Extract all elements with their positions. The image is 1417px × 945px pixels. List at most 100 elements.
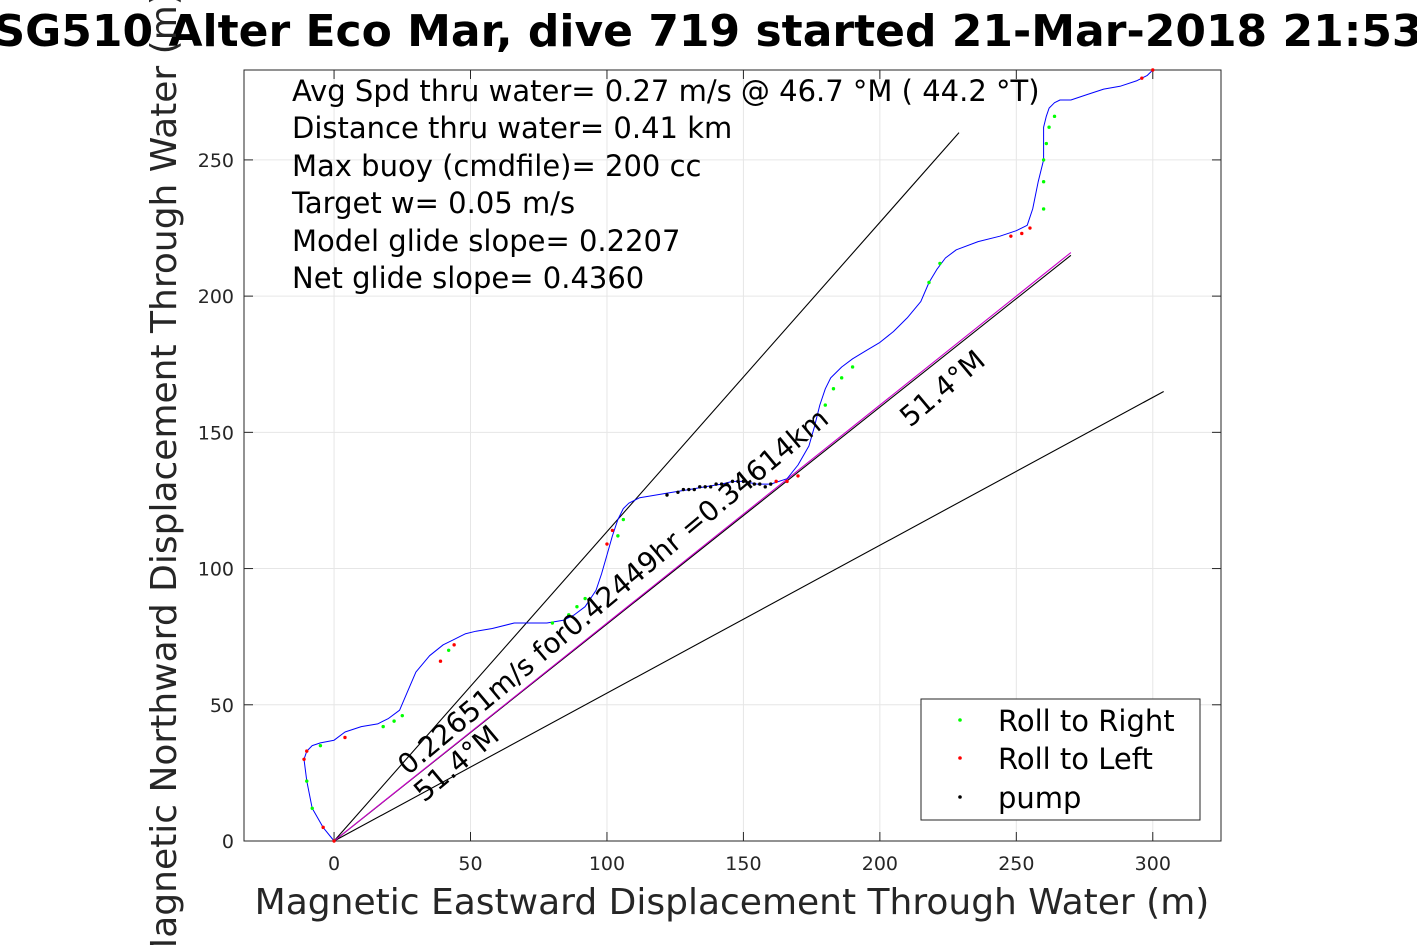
plot-frame [243,69,1222,842]
x-tick-label: 150 [725,853,761,875]
y-tick-label: 0 [222,831,234,853]
legend-label-pump: pump [998,781,1081,815]
info-line-distance: Distance thru water= 0.41 km [292,111,732,145]
info-line-avg-speed: Avg Spd thru water= 0.27 m/s @ 46.7 °M (… [292,74,1040,108]
data-points [302,68,1155,843]
axis-ticks: 0 50 100 150 200 250 300 0 50 100 150 200 250 [198,70,1221,875]
legend-box [920,698,1201,821]
point-roll-to-right [823,403,827,407]
point-pump [698,485,702,489]
point-pump [681,487,686,492]
legend-marker-roll-left [958,756,962,760]
info-text: Avg Spd thru water= 0.27 m/s @ 46.7 °M (… [291,74,1040,295]
y-tick-label: 150 [198,422,234,444]
point-pump [725,482,729,486]
point-roll-to-right [1041,207,1046,211]
info-line-max-buoy: Max buoy (cmdfile)= 200 cc [292,149,701,183]
point-roll-to-left [610,528,615,533]
legend: Roll to Right Roll to Left pump [920,698,1201,821]
y-tick-label: 250 [198,150,234,172]
point-pump [758,482,762,486]
point-roll-to-right [400,713,404,718]
y-tick-label: 200 [198,286,234,308]
point-roll-to-right [575,605,579,609]
point-pump [736,479,740,484]
y-tick-label: 100 [198,559,234,581]
x-tick-label: 50 [458,853,482,875]
point-pump [676,490,680,494]
point-roll-to-right [831,387,836,391]
point-pump [747,482,751,486]
point-roll-to-left [343,735,347,740]
x-tick-label: 100 [589,853,625,875]
y-axis-label: Magnetic Northward Displacement Through … [144,0,185,945]
point-roll-to-right [1044,141,1049,146]
point-roll-to-right [839,376,844,380]
point-pump [741,479,746,484]
point-roll-to-left [1140,76,1144,80]
point-pump [763,485,767,489]
reference-line [333,132,960,842]
point-roll-to-left [302,757,306,761]
point-roll-to-right [927,280,931,285]
point-roll-to-left [332,839,336,843]
chart-title: SG510 Alter Eco Mar, dive 719 started 21… [0,6,1417,57]
point-pump [730,479,735,484]
point-roll-to-right [305,779,309,783]
point-roll-to-left [1020,231,1024,236]
legend-marker-pump [958,795,962,799]
point-roll-to-right [1052,114,1057,119]
x-tick-label: 250 [998,853,1034,875]
point-pump [714,482,718,486]
legend-marker-roll-right [958,718,962,722]
point-pump [708,485,713,489]
x-axis-label: Magnetic Eastward Displacement Through W… [255,882,1210,923]
info-line-net-glide: Net glide slope= 0.4360 [292,261,644,295]
y-tick-label: 50 [210,695,234,717]
point-roll-to-right [392,719,396,723]
reference-line [333,390,1164,842]
point-roll-to-right [310,806,314,811]
point-pump [687,487,691,492]
reference-line [333,252,1072,842]
point-roll-to-right [381,724,385,729]
reference-lines [333,132,1164,842]
point-roll-to-right [550,621,555,625]
legend-label-roll-left: Roll to Left [998,742,1153,776]
point-pump [769,482,773,486]
info-line-model-glide: Model glide slope= 0.2207 [292,224,680,258]
point-roll-to-right [1041,179,1046,184]
point-roll-to-left [1151,68,1155,72]
point-roll-to-left [321,825,325,830]
x-tick-label: 0 [328,853,340,875]
point-roll-to-right [446,648,451,652]
point-roll-to-left [305,749,309,753]
point-roll-to-right [1041,158,1046,162]
point-roll-to-left [774,479,778,484]
point-roll-to-right [616,534,620,538]
point-roll-to-left [1009,234,1013,238]
point-roll-to-left [438,659,443,663]
point-roll-to-right [567,613,571,617]
x-tick-label: 300 [1135,853,1171,875]
point-pump [752,482,757,486]
point-roll-to-right [850,365,855,369]
point-roll-to-right [318,743,323,748]
point-roll-to-right [938,261,942,266]
point-pump [719,482,724,486]
point-roll-to-left [1028,226,1032,230]
x-tick-label: 200 [862,853,898,875]
point-pump [692,487,696,492]
point-roll-to-left [452,643,456,647]
point-roll-to-left [796,474,800,478]
point-roll-to-left [605,542,609,546]
point-roll-to-right [583,596,587,601]
point-roll-to-right [1047,125,1051,129]
point-roll-to-right [621,517,626,522]
info-line-target-w: Target w= 0.05 m/s [291,186,575,220]
point-pump [665,493,669,497]
point-pump [703,485,707,489]
point-roll-to-left [785,479,789,484]
legend-label-roll-right: Roll to Right [998,704,1175,738]
